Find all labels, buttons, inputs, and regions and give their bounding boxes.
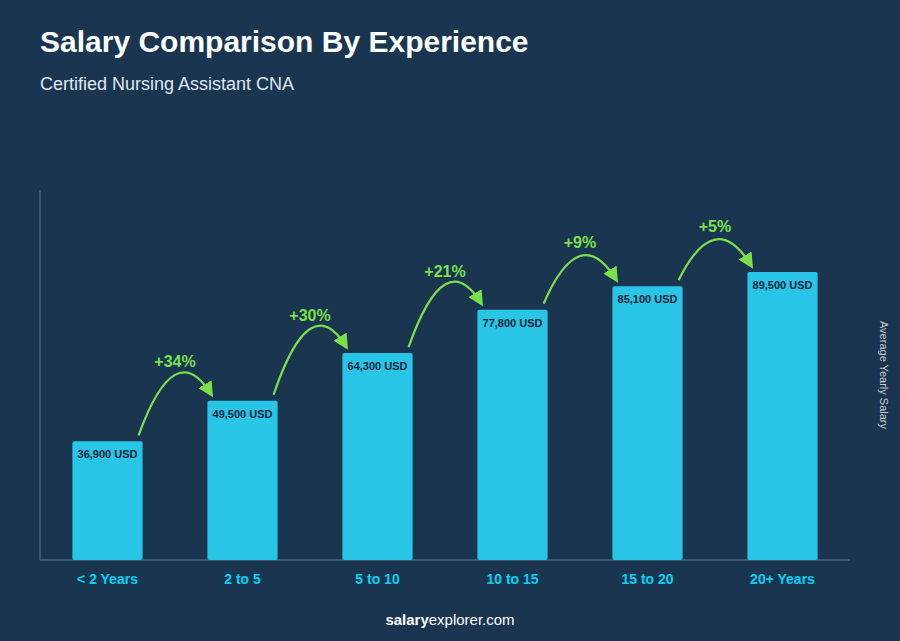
x-tick-label: < 2 Years [77, 571, 138, 587]
footer-part: salary [385, 611, 429, 628]
background [0, 0, 900, 641]
change-arrow [409, 282, 482, 347]
x-tick-label: 15 to 20 [621, 571, 673, 587]
bar [747, 272, 817, 560]
bar [342, 353, 412, 560]
chart-svg: Salary Comparison By Experience Certified… [0, 0, 900, 641]
change-label: +5% [699, 218, 731, 235]
bar [207, 401, 277, 560]
y-axis-line [40, 190, 41, 560]
bar [612, 286, 682, 560]
change-label: +34% [154, 353, 195, 370]
change-arrow [679, 239, 752, 280]
data-label: 64,300 USD [348, 360, 408, 372]
y-axis-label: Average Yearly Salary [878, 321, 890, 430]
footer: salaryexplorer.com [385, 611, 514, 628]
bar [72, 441, 142, 560]
x-tick-label: 5 to 10 [355, 571, 400, 587]
data-label: 85,100 USD [618, 293, 678, 305]
subtitle: Certified Nursing Assistant CNA [40, 74, 294, 94]
data-label: 89,500 USD [753, 279, 813, 291]
chart-container: Salary Comparison By Experience Certified… [0, 0, 900, 641]
bar [477, 310, 547, 560]
change-label: +21% [424, 263, 465, 280]
x-tick-label: 10 to 15 [486, 571, 538, 587]
data-label: 49,500 USD [213, 408, 273, 420]
change-label: +30% [289, 307, 330, 324]
x-tick-label: 2 to 5 [224, 571, 261, 587]
change-arrow [274, 326, 347, 395]
change-label: +9% [564, 234, 596, 251]
x-axis-line [40, 560, 850, 561]
data-label: 77,800 USD [483, 317, 543, 329]
footer-part: explorer.com [429, 611, 515, 628]
title: Salary Comparison By Experience [40, 25, 529, 58]
data-label: 36,900 USD [78, 448, 138, 460]
bars [72, 272, 817, 560]
change-arrow [139, 372, 212, 435]
change-arrow [544, 255, 617, 304]
x-tick-label: 20+ Years [750, 571, 815, 587]
